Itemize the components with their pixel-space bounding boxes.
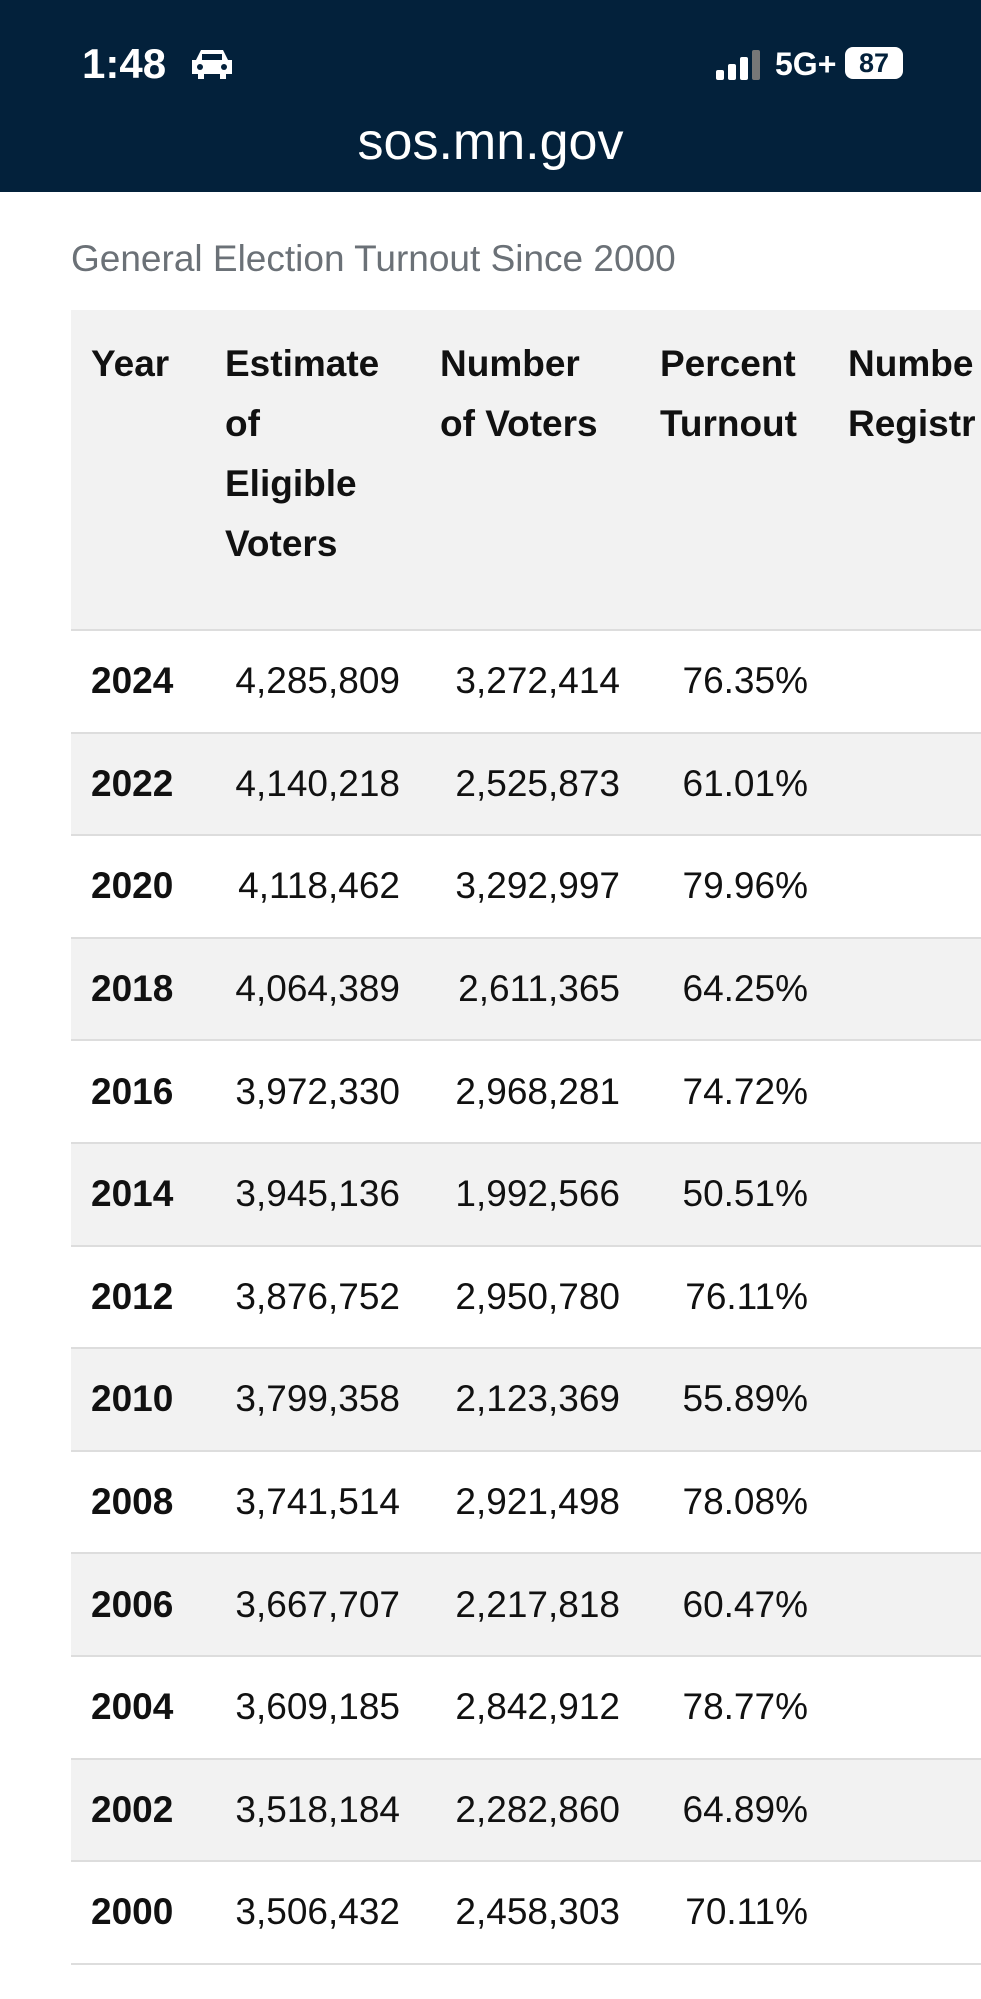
clock: 1:48 (82, 40, 167, 87)
column-header: Numbe Electio Registr (828, 310, 981, 631)
table-cell: 3 (828, 1040, 981, 1144)
table-cell: 3,506,432 (205, 1861, 420, 1965)
year-cell: 2002 (71, 1758, 205, 1863)
year-cell: 2012 (71, 1245, 205, 1350)
car-icon (192, 50, 232, 79)
year-cell: 2016 (71, 1040, 205, 1144)
table-cell: 2,842,912 (420, 1655, 640, 1760)
year-cell: 2004 (71, 1655, 205, 1760)
battery: 87 (845, 47, 903, 79)
table-cell: 2 (828, 1553, 981, 1657)
table-cell: 1 (828, 732, 981, 837)
table-cell: 3,272,414 (420, 630, 640, 734)
table-cell: 78.08% (640, 1450, 828, 1555)
table-cell: 1,992,566 (420, 1142, 640, 1247)
table-cell: 3 (828, 1758, 981, 1863)
turnout-table: Year Estimate of Eligible Voters Number of… (71, 310, 981, 1965)
table-cell: 2,458,303 (420, 1861, 640, 1965)
table-cell: 4,285,809 (205, 630, 420, 734)
table-cell: 3,799,358 (205, 1348, 420, 1452)
table-cell: 2 (828, 630, 981, 734)
browser-header: 1:48 5G+ 87 sos.mn.gov (0, 0, 981, 192)
url[interactable]: sos.mn.gov (357, 113, 624, 171)
table-cell: 3,876,752 (205, 1245, 420, 1350)
column-header: Year (71, 310, 205, 631)
table-cell: 2 (828, 835, 981, 939)
table-cell: 2,217,818 (420, 1553, 640, 1657)
header-row: Year Estimate of Eligible Voters Number of… (71, 310, 981, 631)
table-cell: 2,282,860 (420, 1758, 640, 1863)
table-cell: 4,064,389 (205, 937, 420, 1042)
table-cell: 3,667,707 (205, 1553, 420, 1657)
year-cell: 2008 (71, 1450, 205, 1555)
table-cell: 5 (828, 1450, 981, 1555)
column-header: Percent Turnout (640, 310, 828, 631)
table-cell: 2,123,369 (420, 1348, 640, 1452)
table-cell: 79.96% (640, 835, 828, 939)
network: 5G+ (775, 46, 837, 82)
year-cell: 2022 (71, 732, 205, 837)
year-cell: 2006 (71, 1553, 205, 1657)
table-cell: 3,945,136 (205, 1142, 420, 1247)
column-header: Estimate of Eligible Voters (205, 310, 420, 631)
table-cell: 5 (828, 1655, 981, 1760)
table-cell: 55.89% (640, 1348, 828, 1452)
column-header: Number of Voters (420, 310, 640, 631)
table-cell: 4 (828, 1861, 981, 1965)
table-cell: 2 (828, 937, 981, 1042)
year-cell: 2018 (71, 937, 205, 1042)
table-cell: 76.35% (640, 630, 828, 734)
table-cell: 3,609,185 (205, 1655, 420, 1760)
table-cell: 4,118,462 (205, 835, 420, 939)
table-cell: 76.11% (640, 1245, 828, 1350)
table-cell: 3,741,514 (205, 1450, 420, 1555)
table-cell: 74.72% (640, 1040, 828, 1144)
table-cell: 70.11% (640, 1861, 828, 1965)
table-cell: 50.51% (640, 1142, 828, 1247)
table-cell: 2 (828, 1348, 981, 1452)
table-cell: 2,968,281 (420, 1040, 640, 1144)
table-cell: 2,950,780 (420, 1245, 640, 1350)
table-cell: 3,972,330 (205, 1040, 420, 1144)
caption: General Election Turnout Since 2000 (71, 238, 676, 279)
table-cell: 1 (828, 1142, 981, 1247)
table-container: Year Estimate of Eligible Voters Number of… (71, 310, 981, 1999)
table-cell: 2,921,498 (420, 1450, 640, 1555)
table-cell: 61.01% (640, 732, 828, 837)
table-cell: 4,140,218 (205, 732, 420, 837)
table-cell: 3,292,997 (420, 835, 640, 939)
table-cell: 64.25% (640, 937, 828, 1042)
year-cell: 2014 (71, 1142, 205, 1247)
table-cell: 3,518,184 (205, 1758, 420, 1863)
year-cell: 2010 (71, 1348, 205, 1452)
table-cell: 78.77% (640, 1655, 828, 1760)
table-cell: 64.89% (640, 1758, 828, 1863)
year-cell: 2024 (71, 630, 205, 734)
table-cell: 2,611,365 (420, 937, 640, 1042)
year-cell: 2020 (71, 835, 205, 939)
table-cell: 5 (828, 1245, 981, 1350)
table-cell: 2,525,873 (420, 732, 640, 837)
table-cell: 60.47% (640, 1553, 828, 1657)
year-cell: 2000 (71, 1861, 205, 1965)
signal-icon (716, 50, 760, 80)
